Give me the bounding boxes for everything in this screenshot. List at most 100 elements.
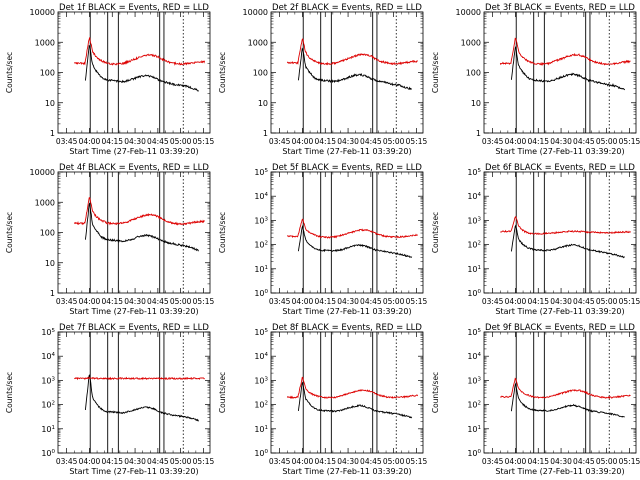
y-tick-label: 100 — [40, 69, 55, 78]
y-tick-label: 100 — [41, 449, 55, 458]
y-tick-label: 1 — [263, 129, 268, 138]
y-tick-label: 1 — [50, 129, 55, 138]
y-tick-label: 103 — [41, 376, 55, 385]
y-tick-label: 10000 — [30, 8, 55, 17]
chart-panel-4: Det 4f BLACK = Events, RED = LLD Counts/s… — [5, 163, 214, 316]
x-axis-label: Start Time (27-Feb-11 03:39:20) — [282, 307, 411, 316]
x-axis-label: Start Time (27-Feb-11 03:39:20) — [282, 467, 411, 476]
x-tick-label: 05:00 — [383, 457, 405, 466]
x-tick-label: 05:00 — [383, 137, 405, 146]
chart-title: Det 3f BLACK = Events, RED = LLD — [485, 3, 635, 13]
x-tick-label: 05:15 — [193, 297, 215, 306]
chart-title: Det 1f BLACK = Events, RED = LLD — [59, 3, 209, 13]
x-tick-label: 05:00 — [170, 457, 192, 466]
series-line-lld — [73, 197, 205, 226]
x-tick-label: 04:15 — [101, 297, 123, 306]
y-tick-label: 10 — [258, 99, 268, 108]
y-tick-label: 101 — [467, 425, 481, 434]
x-tick-label: 05:15 — [406, 137, 428, 146]
x-tick-label: 04:15 — [527, 457, 549, 466]
chart-panel-1: Det 1f BLACK = Events, RED = LLD Counts/s… — [5, 3, 214, 156]
y-tick-label: 105 — [467, 168, 481, 177]
y-tick-label: 100 — [254, 449, 268, 458]
chart-title: Det 2f BLACK = Events, RED = LLD — [272, 3, 422, 13]
series-line-events — [510, 383, 625, 418]
y-tick-label: 10000 — [243, 8, 268, 17]
x-tick-label: 04:00 — [292, 137, 314, 146]
series-line-events — [510, 224, 625, 259]
y-tick-label: 10000 — [30, 168, 55, 177]
x-tick-label: 04:15 — [314, 137, 336, 146]
chart-panel-2: Det 2f BLACK = Events, RED = LLD Counts/s… — [218, 3, 427, 156]
y-tick-label: 105 — [254, 328, 268, 337]
y-tick-label: 103 — [467, 216, 481, 225]
y-tick-label: 105 — [467, 328, 481, 337]
y-tick-label: 105 — [254, 168, 268, 177]
x-tick-label: 05:00 — [596, 137, 618, 146]
plot-frame — [483, 331, 637, 454]
y-tick-label: 100 — [466, 69, 481, 78]
series-line-lld — [286, 218, 418, 239]
x-tick-label: 04:45 — [360, 137, 382, 146]
series-line-events — [84, 202, 199, 252]
x-tick-label: 04:15 — [314, 457, 336, 466]
x-tick-label: 03:45 — [56, 297, 78, 306]
y-tick-label: 10 — [471, 99, 481, 108]
y-tick-label: 10000 — [456, 8, 481, 17]
series-line-events — [297, 224, 413, 259]
y-tick-label: 105 — [41, 328, 55, 337]
y-tick-label: 101 — [41, 425, 55, 434]
x-tick-label: 04:30 — [337, 137, 359, 146]
y-tick-label: 1000 — [35, 38, 55, 47]
chart-title: Det 7f BLACK = Events, RED = LLD — [59, 323, 209, 333]
y-axis-label: Counts/sec — [218, 372, 227, 413]
plot-frame — [270, 11, 424, 134]
y-tick-label: 101 — [254, 425, 268, 434]
x-tick-label: 05:15 — [406, 457, 428, 466]
x-tick-label: 03:45 — [269, 297, 291, 306]
y-tick-label: 1000 — [248, 38, 268, 47]
plot-frame — [270, 171, 424, 294]
x-axis-label: Start Time (27-Feb-11 03:39:20) — [69, 467, 198, 476]
x-tick-label: 03:45 — [56, 137, 78, 146]
plot-frame — [483, 171, 637, 294]
y-tick-label: 10 — [45, 259, 55, 268]
y-tick-label: 104 — [41, 352, 55, 361]
series-line-lld — [73, 37, 206, 66]
x-tick-label: 04:15 — [101, 457, 123, 466]
chart-title: Det 5f BLACK = Events, RED = LLD — [272, 163, 422, 173]
y-tick-label: 100 — [467, 289, 481, 298]
x-tick-label: 03:45 — [482, 137, 504, 146]
x-tick-label: 05:00 — [596, 297, 618, 306]
x-tick-label: 04:30 — [550, 457, 572, 466]
x-tick-label: 04:15 — [527, 297, 549, 306]
chart-panel-5: Det 5f BLACK = Events, RED = LLD Counts/s… — [218, 163, 427, 316]
x-tick-label: 04:45 — [360, 297, 382, 306]
y-axis-label: Counts/sec — [218, 52, 227, 93]
x-tick-label: 03:45 — [482, 297, 504, 306]
x-tick-label: 05:00 — [170, 297, 192, 306]
x-tick-label: 05:15 — [619, 297, 640, 306]
series-line-lld — [286, 376, 419, 400]
chart-panel-6: Det 6f BLACK = Events, RED = LLD Counts/s… — [431, 163, 640, 316]
y-axis-label: Counts/sec — [431, 212, 440, 253]
y-tick-label: 1000 — [461, 38, 481, 47]
plot-frame — [57, 331, 211, 454]
x-tick-label: 04:30 — [337, 457, 359, 466]
y-tick-label: 103 — [254, 216, 268, 225]
y-tick-label: 101 — [467, 265, 481, 274]
y-tick-label: 102 — [467, 241, 481, 250]
x-tick-label: 04:30 — [124, 457, 146, 466]
plot-frame — [57, 11, 211, 134]
plot-frame — [483, 11, 637, 134]
chart-panel-9: Det 9f BLACK = Events, RED = LLD Counts/s… — [431, 323, 640, 476]
x-tick-label: 04:00 — [79, 457, 101, 466]
y-axis-label: Counts/sec — [218, 212, 227, 253]
y-tick-label: 100 — [467, 449, 481, 458]
y-tick-label: 10 — [45, 99, 55, 108]
y-tick-label: 103 — [467, 376, 481, 385]
y-tick-label: 100 — [253, 69, 268, 78]
chart-panel-7: Det 7f BLACK = Events, RED = LLD Counts/s… — [5, 323, 214, 476]
x-tick-label: 05:00 — [170, 137, 192, 146]
